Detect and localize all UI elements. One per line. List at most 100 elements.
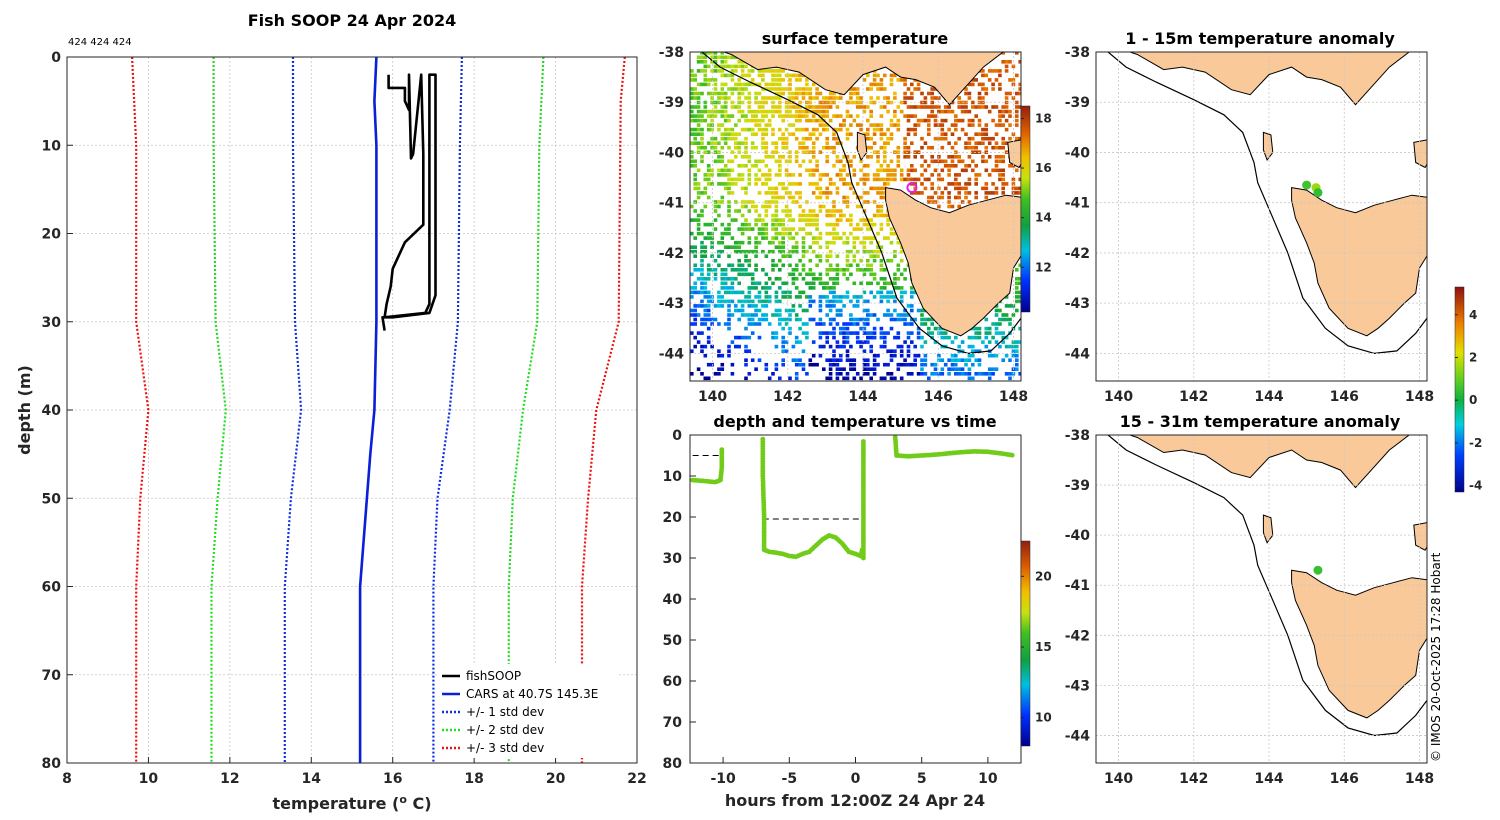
sst-pixel xyxy=(825,155,829,159)
sst-pixel xyxy=(710,268,714,272)
sst-pixel xyxy=(778,286,782,290)
sst-pixel xyxy=(964,182,968,186)
sst-pixel xyxy=(933,200,938,204)
sst-pixel xyxy=(971,100,975,105)
sst-pixel xyxy=(774,290,779,295)
sst-pixel xyxy=(994,69,999,73)
sst-pixel xyxy=(730,245,735,249)
colorbar-tick-label: 15 xyxy=(1035,640,1052,654)
sst-pixel xyxy=(923,118,928,123)
sst-pixel xyxy=(943,335,948,340)
sst-pixel xyxy=(794,191,799,195)
sst-pixel xyxy=(744,118,748,123)
sst-pixel xyxy=(964,145,968,150)
sst-pixel xyxy=(822,204,826,209)
sst-pixel xyxy=(781,195,785,200)
sst-pixel xyxy=(906,114,911,118)
sst-pixel xyxy=(808,218,813,222)
sst-pixel xyxy=(723,96,728,100)
sst-pixel xyxy=(747,200,752,204)
sst-pixel xyxy=(764,367,769,371)
series-line xyxy=(358,56,378,763)
sst-pixel xyxy=(706,91,711,96)
sst-pixel xyxy=(757,317,762,322)
sst-pixel xyxy=(791,304,796,308)
sst-pixel xyxy=(977,123,982,127)
sst-pixel xyxy=(710,145,714,150)
sst-pixel xyxy=(832,96,836,100)
sst-pixel xyxy=(764,213,769,218)
sst-pixel xyxy=(886,100,890,105)
sst-pixel xyxy=(808,272,813,277)
sst-pixel xyxy=(883,335,887,340)
sst-pixel xyxy=(700,281,704,286)
sst-pixel xyxy=(818,254,823,258)
sst-pixel xyxy=(774,82,779,87)
sst-pixel xyxy=(774,195,779,200)
sst-pixel xyxy=(696,367,701,371)
sst-pixel xyxy=(798,213,802,218)
sst-pixel xyxy=(703,304,708,308)
sst-pixel xyxy=(774,213,779,218)
sst-pixel xyxy=(744,268,748,272)
sst-pixel xyxy=(811,249,816,254)
sst-pixel xyxy=(943,186,948,191)
sst-pixel xyxy=(852,191,857,195)
sst-pixel xyxy=(883,73,887,78)
sst-pixel xyxy=(906,127,911,132)
sst-pixel xyxy=(950,204,955,209)
y-tick-label: 60 xyxy=(663,674,683,690)
sst-pixel xyxy=(720,281,725,286)
sst-pixel xyxy=(801,349,806,353)
sst-pixel xyxy=(791,96,796,100)
sst-pixel xyxy=(872,200,877,204)
sst-pixel xyxy=(744,145,748,150)
sst-pixel xyxy=(774,145,779,150)
sst-pixel xyxy=(933,168,938,173)
sst-pixel xyxy=(862,164,867,168)
surface-land xyxy=(701,52,1021,355)
sst-pixel xyxy=(717,200,721,204)
sst-pixel xyxy=(700,277,704,281)
sst-pixel xyxy=(849,123,853,127)
sst-pixel xyxy=(855,227,860,231)
sst-pixel xyxy=(910,372,914,376)
sst-pixel xyxy=(825,272,829,277)
sst-pixel xyxy=(771,200,775,204)
sst-pixel xyxy=(893,376,897,381)
sst-pixel xyxy=(771,335,775,340)
sst-pixel xyxy=(832,268,836,272)
sst-pixel xyxy=(818,209,823,213)
sst-pixel xyxy=(872,367,877,371)
sst-pixel xyxy=(690,308,694,313)
sst-pixel xyxy=(740,186,745,191)
sst-pixel xyxy=(886,258,890,263)
sst-pixel xyxy=(967,191,972,195)
sst-pixel xyxy=(700,331,704,335)
sst-pixel xyxy=(713,277,718,281)
sst-pixel xyxy=(818,322,823,326)
sst-pixel xyxy=(737,263,741,268)
sst-pixel xyxy=(886,313,890,317)
sst-pixel xyxy=(774,209,779,213)
sst-pixel xyxy=(842,376,846,381)
anomaly-shallow-land xyxy=(1107,52,1427,355)
sst-pixel xyxy=(747,322,752,326)
sst-pixel xyxy=(947,372,951,376)
sst-pixel xyxy=(977,331,982,335)
sst-pixel xyxy=(767,96,772,100)
sst-pixel xyxy=(974,335,978,340)
sst-pixel xyxy=(930,100,934,105)
sst-pixel xyxy=(798,91,802,96)
sst-pixel xyxy=(767,173,772,177)
sst-pixel xyxy=(910,82,914,87)
sst-pixel xyxy=(866,358,870,362)
sst-pixel xyxy=(723,141,728,145)
sst-pixel xyxy=(761,173,765,177)
sst-pixel xyxy=(717,213,721,218)
sst-pixel xyxy=(818,195,823,200)
sst-pixel xyxy=(811,317,816,322)
sst-pixel xyxy=(832,132,836,136)
sst-pixel xyxy=(855,295,860,299)
sst-pixel xyxy=(1018,281,1021,286)
